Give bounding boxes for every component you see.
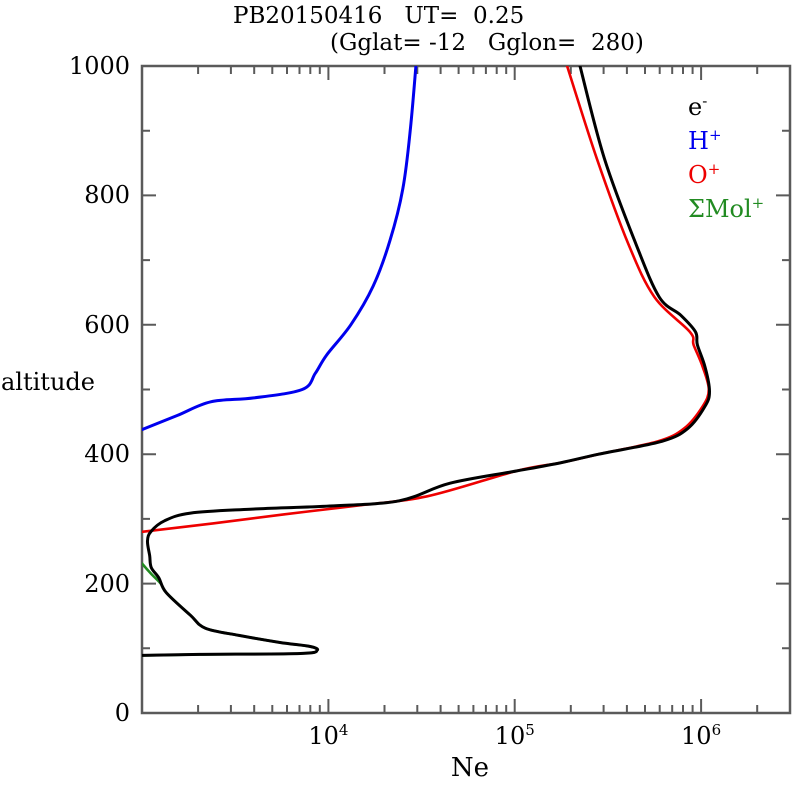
- y-tick-label-1000: 1000: [68, 52, 130, 80]
- series-ΣMol+: [142, 562, 319, 657]
- y-tick-label-600: 600: [84, 310, 130, 339]
- x-tick-exp: 5: [525, 721, 535, 739]
- legend: e- H+ O+ ΣMol+: [688, 92, 764, 228]
- legend-label: O: [688, 161, 708, 189]
- plot-frame: [140, 64, 792, 715]
- series-O+: [142, 66, 711, 534]
- legend-item-h-plus: H+: [688, 126, 764, 160]
- legend-label-sup: +: [751, 194, 765, 212]
- y-axis-title: altitude: [1, 368, 95, 396]
- legend-label: H: [688, 127, 709, 155]
- x-tick-exp: 6: [711, 721, 722, 739]
- legend-item-mol-plus: ΣMol+: [688, 194, 764, 228]
- chart-subtitle: (Gglat= -12 Gglon= 280): [330, 30, 644, 56]
- x-tick-label-1e5: 105: [475, 721, 555, 753]
- legend-label: ΣMol: [688, 195, 752, 223]
- y-tick-label-400: 400: [84, 440, 130, 469]
- chart-title: PB20150416 UT= 0.25: [233, 3, 525, 29]
- x-axis-title: Ne: [450, 753, 490, 783]
- y-tick-label-800: 800: [84, 181, 130, 210]
- legend-item-o-plus: O+: [688, 160, 764, 194]
- axis-ticks: [142, 66, 790, 713]
- legend-label-sup: +: [707, 160, 721, 178]
- series-H+: [142, 66, 418, 432]
- series-e-: [142, 66, 711, 657]
- legend-item-electron: e-: [688, 92, 764, 126]
- legend-label-sup: +: [708, 126, 722, 144]
- x-tick-base: 10: [494, 722, 526, 750]
- x-tick-label-1e6: 106: [661, 721, 741, 753]
- y-tick-label-0: 0: [114, 699, 130, 727]
- y-tick-label-200: 200: [84, 569, 130, 598]
- x-tick-base: 10: [681, 722, 712, 750]
- legend-label: e: [688, 93, 703, 121]
- x-tick-label-1e4: 104: [288, 721, 368, 753]
- legend-label-sup: -: [702, 92, 708, 110]
- x-tick-base: 10: [308, 722, 339, 750]
- x-tick-exp: 4: [338, 721, 349, 739]
